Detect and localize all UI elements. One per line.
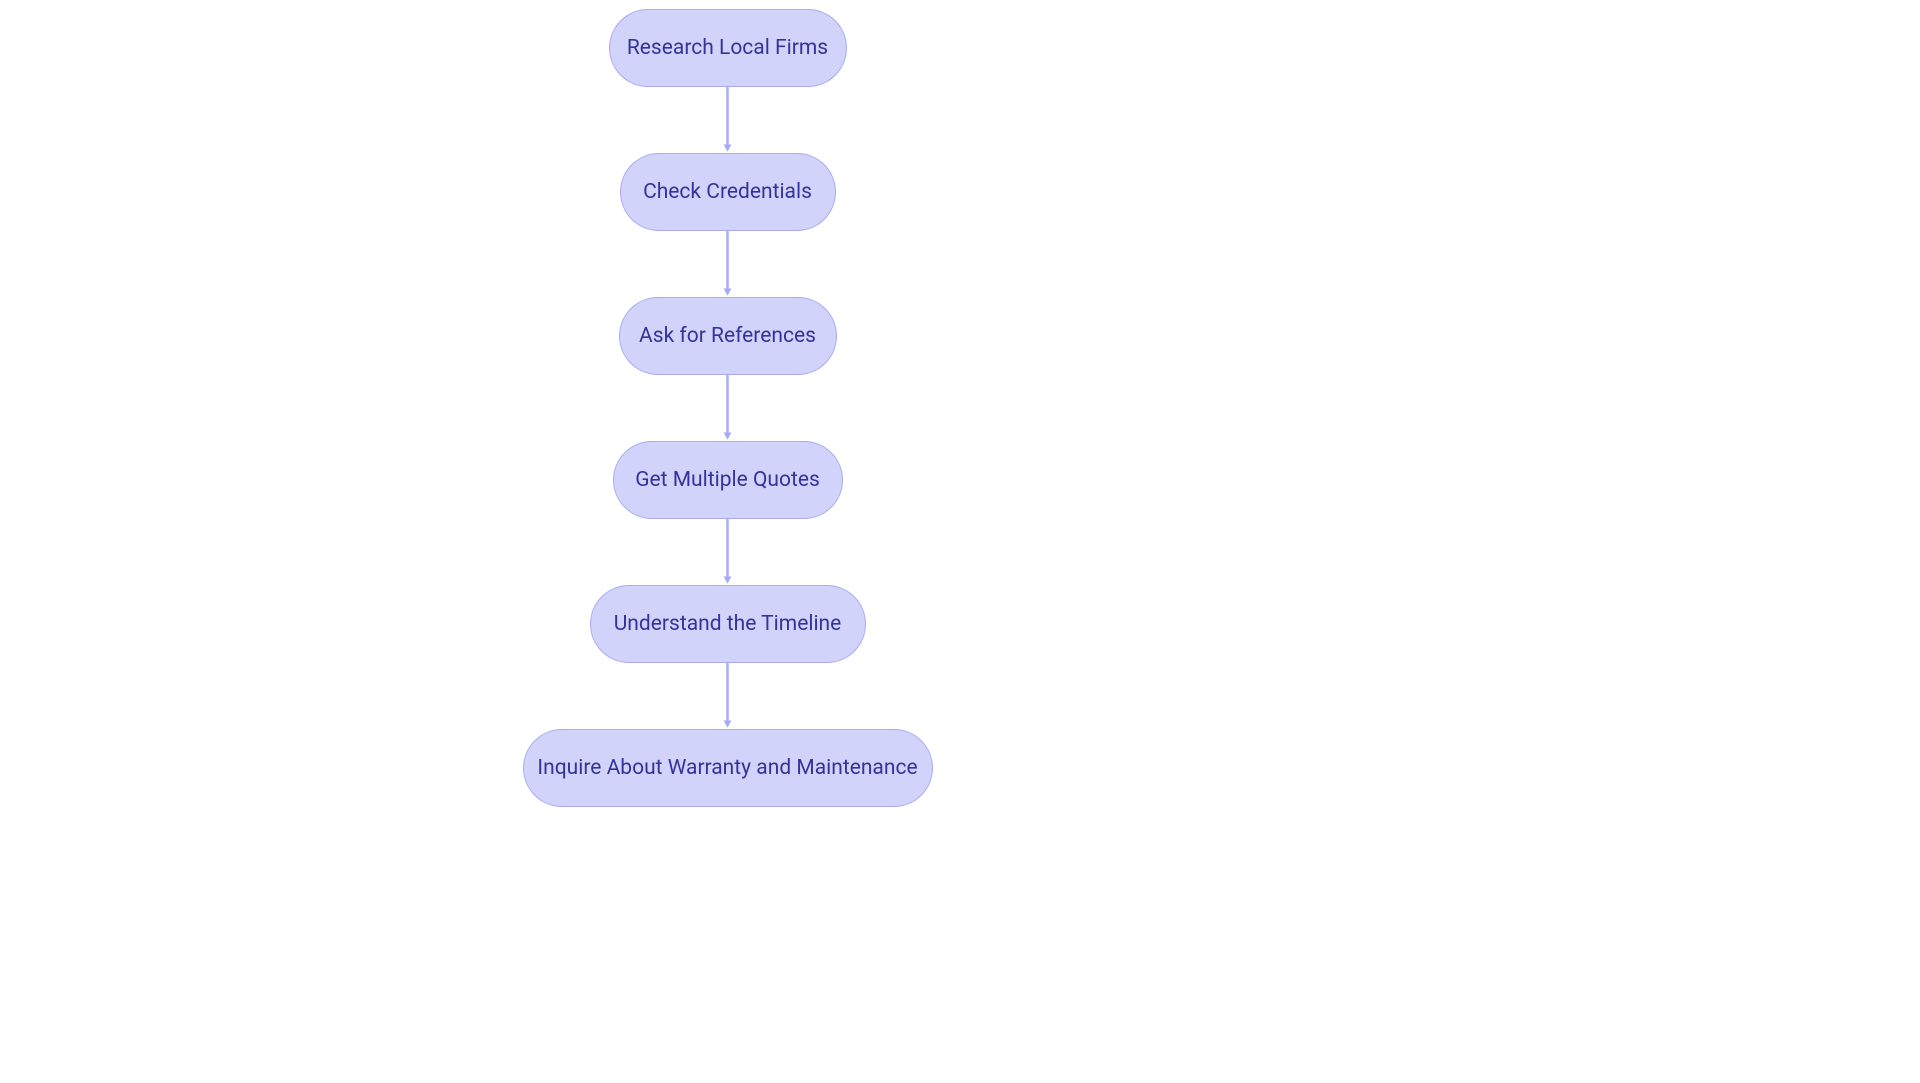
flowchart-node-label: Research Local Firms (627, 36, 828, 60)
flowchart-node-label: Get Multiple Quotes (635, 468, 820, 492)
flowchart-arrows (0, 0, 1920, 1083)
flowchart-node-label: Understand the Timeline (614, 612, 842, 636)
flowchart-node-label: Check Credentials (643, 180, 812, 204)
flowchart-node: Check Credentials (620, 153, 836, 231)
flowchart-node: Research Local Firms (609, 9, 847, 87)
flowchart-node: Get Multiple Quotes (613, 441, 843, 519)
flowchart-canvas: Research Local Firms Check Credentials Ask… (0, 0, 1920, 1083)
flowchart-node: Understand the Timeline (590, 585, 866, 663)
flowchart-node: Inquire About Warranty and Maintenance (523, 729, 933, 807)
flowchart-node-label: Inquire About Warranty and Maintenance (537, 756, 917, 780)
flowchart-node: Ask for References (619, 297, 837, 375)
flowchart-node-label: Ask for References (639, 324, 816, 348)
